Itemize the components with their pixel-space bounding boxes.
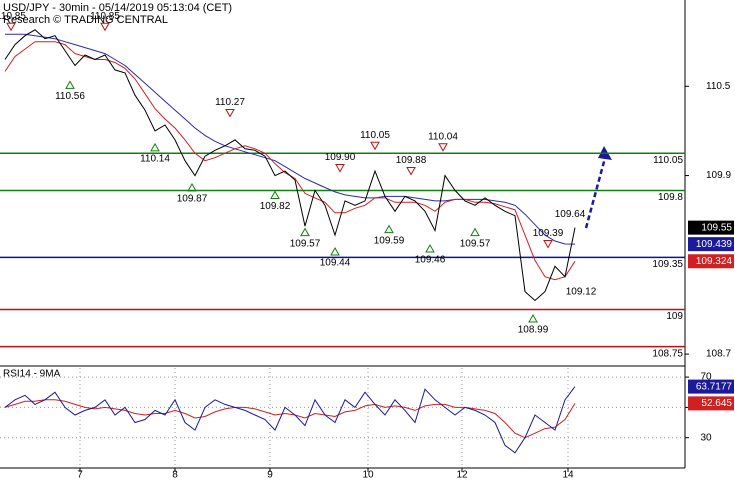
rsi-title: RSI14 - 9MA: [3, 369, 61, 380]
forecast-arrow: [584, 157, 607, 229]
swing-high-marker: [370, 141, 380, 151]
x-tick-label: 14: [562, 470, 574, 480]
swing-low-label: 109.59: [374, 235, 405, 246]
swing-low-marker: [270, 190, 280, 199]
swing-low-marker: [187, 183, 197, 192]
chart-subtitle: Research © TRADING CENTRAL: [3, 14, 168, 26]
y-tick-label: 110.5: [706, 81, 731, 92]
swing-high-marker: [543, 239, 553, 249]
rsi-average: [4, 399, 576, 439]
price-tag: 109.55: [701, 222, 732, 233]
level-label: 110.05: [653, 155, 683, 166]
swing-high-label: 110.85: [90, 11, 120, 22]
swing-high-label: 110.05: [360, 130, 390, 141]
swing-low-label: 110.56: [55, 91, 85, 102]
swing-low-marker: [330, 246, 340, 256]
price-tag-box: [688, 254, 734, 269]
swing-high-marker: [6, 22, 16, 32]
swing-high-label: 110.04: [428, 131, 458, 142]
level-annotation: 109.64: [555, 209, 586, 220]
rsi-tick-label: 70: [700, 372, 712, 383]
price-tag-box: [688, 220, 734, 235]
swing-low-marker: [425, 244, 435, 253]
swing-low-label: 109.57: [290, 238, 321, 249]
swing-high-marker: [438, 143, 448, 152]
rsi-tag: 63.7177: [696, 381, 733, 392]
price-tag: 109.324: [696, 256, 733, 267]
rsi-tag-box: [688, 396, 734, 411]
swing-low-label: 110.14: [140, 153, 170, 164]
moving-average: [5, 33, 576, 245]
swing-high-marker: [406, 167, 416, 176]
level-annotation: 109.12: [566, 286, 597, 297]
swing-low-label: 109.57: [460, 238, 491, 249]
swing-high-marker: [225, 109, 235, 118]
x-tick-label: 10: [362, 470, 374, 480]
swing-high-marker: [100, 22, 110, 32]
y-tick-label: 108.7: [706, 349, 731, 360]
price-tag: 109.439: [696, 239, 733, 250]
price-tag-box: [688, 237, 734, 252]
y-tick-label: 109.9: [706, 170, 731, 181]
x-tick-label: 12: [456, 470, 468, 480]
swing-low-label: 109.82: [260, 201, 291, 212]
x-tick-label: 9: [267, 470, 273, 480]
swing-high-label: 109.88: [396, 155, 427, 166]
rsi-line: [4, 386, 576, 454]
swing-low-label: 109.46: [415, 255, 446, 266]
level-label: 109.35: [652, 259, 683, 270]
swing-high-label: 109.39: [533, 228, 564, 239]
swing-high-label: 109.90: [325, 152, 356, 163]
swing-high-label: 110.85: [0, 11, 26, 22]
swing-low-label: 109.87: [177, 194, 208, 205]
swing-low-marker: [384, 224, 394, 234]
swing-low-marker: [470, 227, 480, 237]
rsi-tag: 52.645: [701, 398, 732, 409]
price-line: [4, 29, 576, 302]
rsi-tag-box: [688, 379, 734, 394]
chart-title: USD/JPY - 30min - 05/14/2019 05:13:04 (C…: [3, 2, 232, 14]
swing-low-marker: [300, 227, 310, 237]
swing-low-marker: [528, 313, 538, 323]
swing-high-label: 110.27: [215, 97, 245, 108]
swing-low-label: 108.99: [518, 325, 549, 336]
swing-low-marker: [150, 142, 160, 152]
level-label: 108.75: [652, 348, 683, 359]
rsi-tick-label: 30: [700, 432, 712, 443]
x-tick-label: 7: [77, 470, 83, 480]
level-label: 109.8: [658, 192, 683, 203]
level-label: 109: [666, 311, 683, 322]
swing-low-label: 109.44: [320, 258, 351, 269]
x-tick-label: 8: [172, 470, 178, 480]
swing-high-marker: [335, 164, 345, 173]
swing-low-marker: [65, 80, 75, 89]
